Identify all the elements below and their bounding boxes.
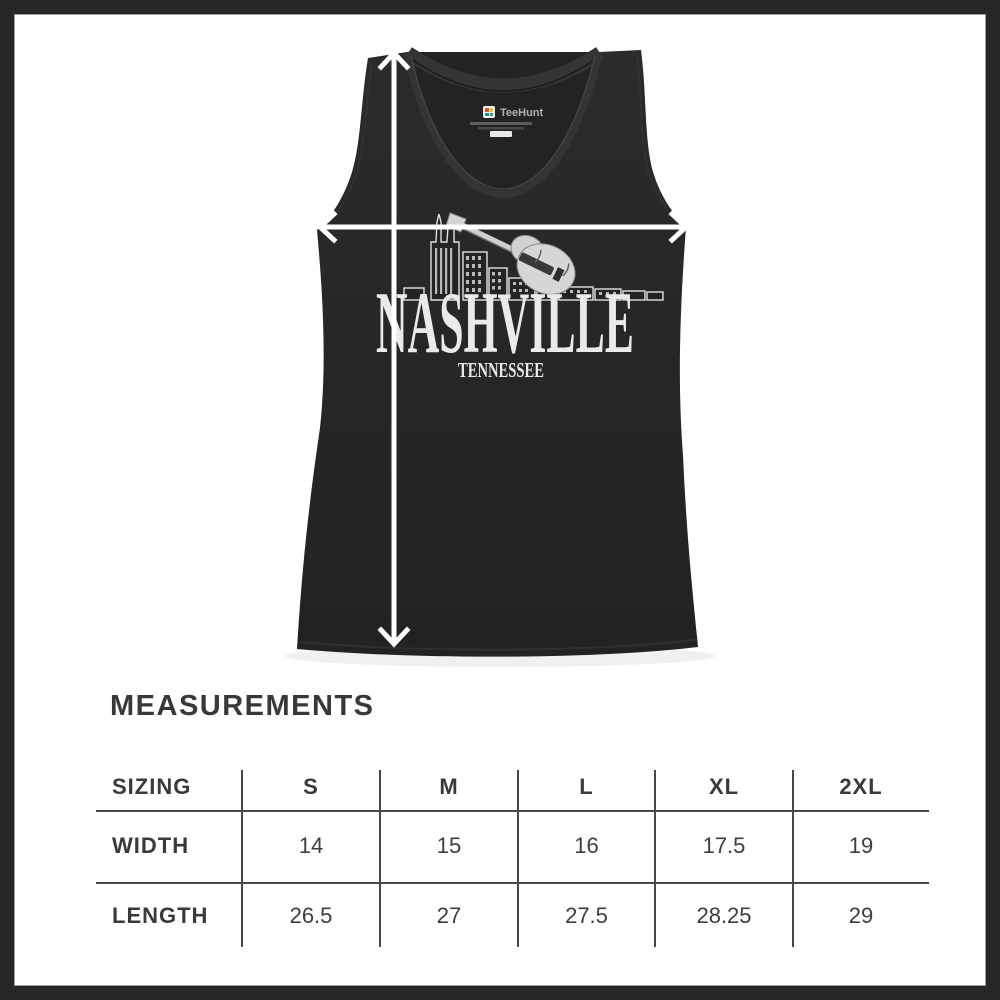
table-divider-4 xyxy=(654,770,656,947)
table-header-xl: XL xyxy=(708,773,740,799)
width-value-l: 16 xyxy=(574,833,599,858)
table-rule-middle xyxy=(96,882,929,884)
tank-top xyxy=(297,47,698,657)
product-image: TeeHunt xyxy=(285,47,715,667)
table-header-sizing: SIZING xyxy=(112,773,192,799)
brand-name: TeeHunt xyxy=(500,107,544,119)
nashville-graphic: NASHVILLE TENNESSEE xyxy=(376,212,664,382)
measurements-heading: MEASUREMENTS xyxy=(110,690,375,722)
neckline-seam xyxy=(403,51,603,199)
table-divider-5 xyxy=(792,770,794,947)
row-label-width: WIDTH xyxy=(112,833,190,858)
table-divider-2 xyxy=(379,770,381,947)
armhole-seam-right xyxy=(636,54,681,226)
neck-label: TeeHunt xyxy=(470,106,544,137)
length-value-l: 27.5 xyxy=(565,902,608,928)
sizing-table: SIZING S M L XL 2XL WIDTH 14 15 16 17.5 … xyxy=(96,763,929,949)
label-text-line xyxy=(470,122,532,125)
back-collar-seam xyxy=(404,47,604,93)
table-rule-top xyxy=(96,810,929,812)
table-header-2xl: 2XL xyxy=(839,773,883,799)
length-value-s: 26.5 xyxy=(289,902,333,928)
row-label-length: LENGTH xyxy=(112,902,209,928)
table-divider-1 xyxy=(241,770,243,947)
length-value-2xl: 29 xyxy=(848,902,874,928)
length-value-m: 27 xyxy=(436,902,462,928)
size-badge xyxy=(490,131,512,137)
table-header-l: L xyxy=(579,773,594,799)
table-header-s: S xyxy=(303,773,319,799)
graphic-title: NASHVILLE xyxy=(376,275,634,372)
length-value-xl: 28.25 xyxy=(696,902,752,928)
table-header-m: M xyxy=(439,773,459,799)
width-arrow xyxy=(316,210,690,244)
table-divider-3 xyxy=(517,770,519,947)
skyline-windows xyxy=(435,248,616,295)
hem-seam xyxy=(299,639,696,651)
width-value-s: 14 xyxy=(298,833,324,858)
width-value-2xl: 19 xyxy=(848,833,874,858)
measurement-arrows xyxy=(316,49,690,648)
width-value-m: 15 xyxy=(436,833,462,858)
length-arrow xyxy=(377,49,411,648)
width-value-xl: 17.5 xyxy=(702,833,746,858)
graphic-subtitle: TENNESSEE xyxy=(458,358,544,382)
label-text-line xyxy=(478,127,524,130)
